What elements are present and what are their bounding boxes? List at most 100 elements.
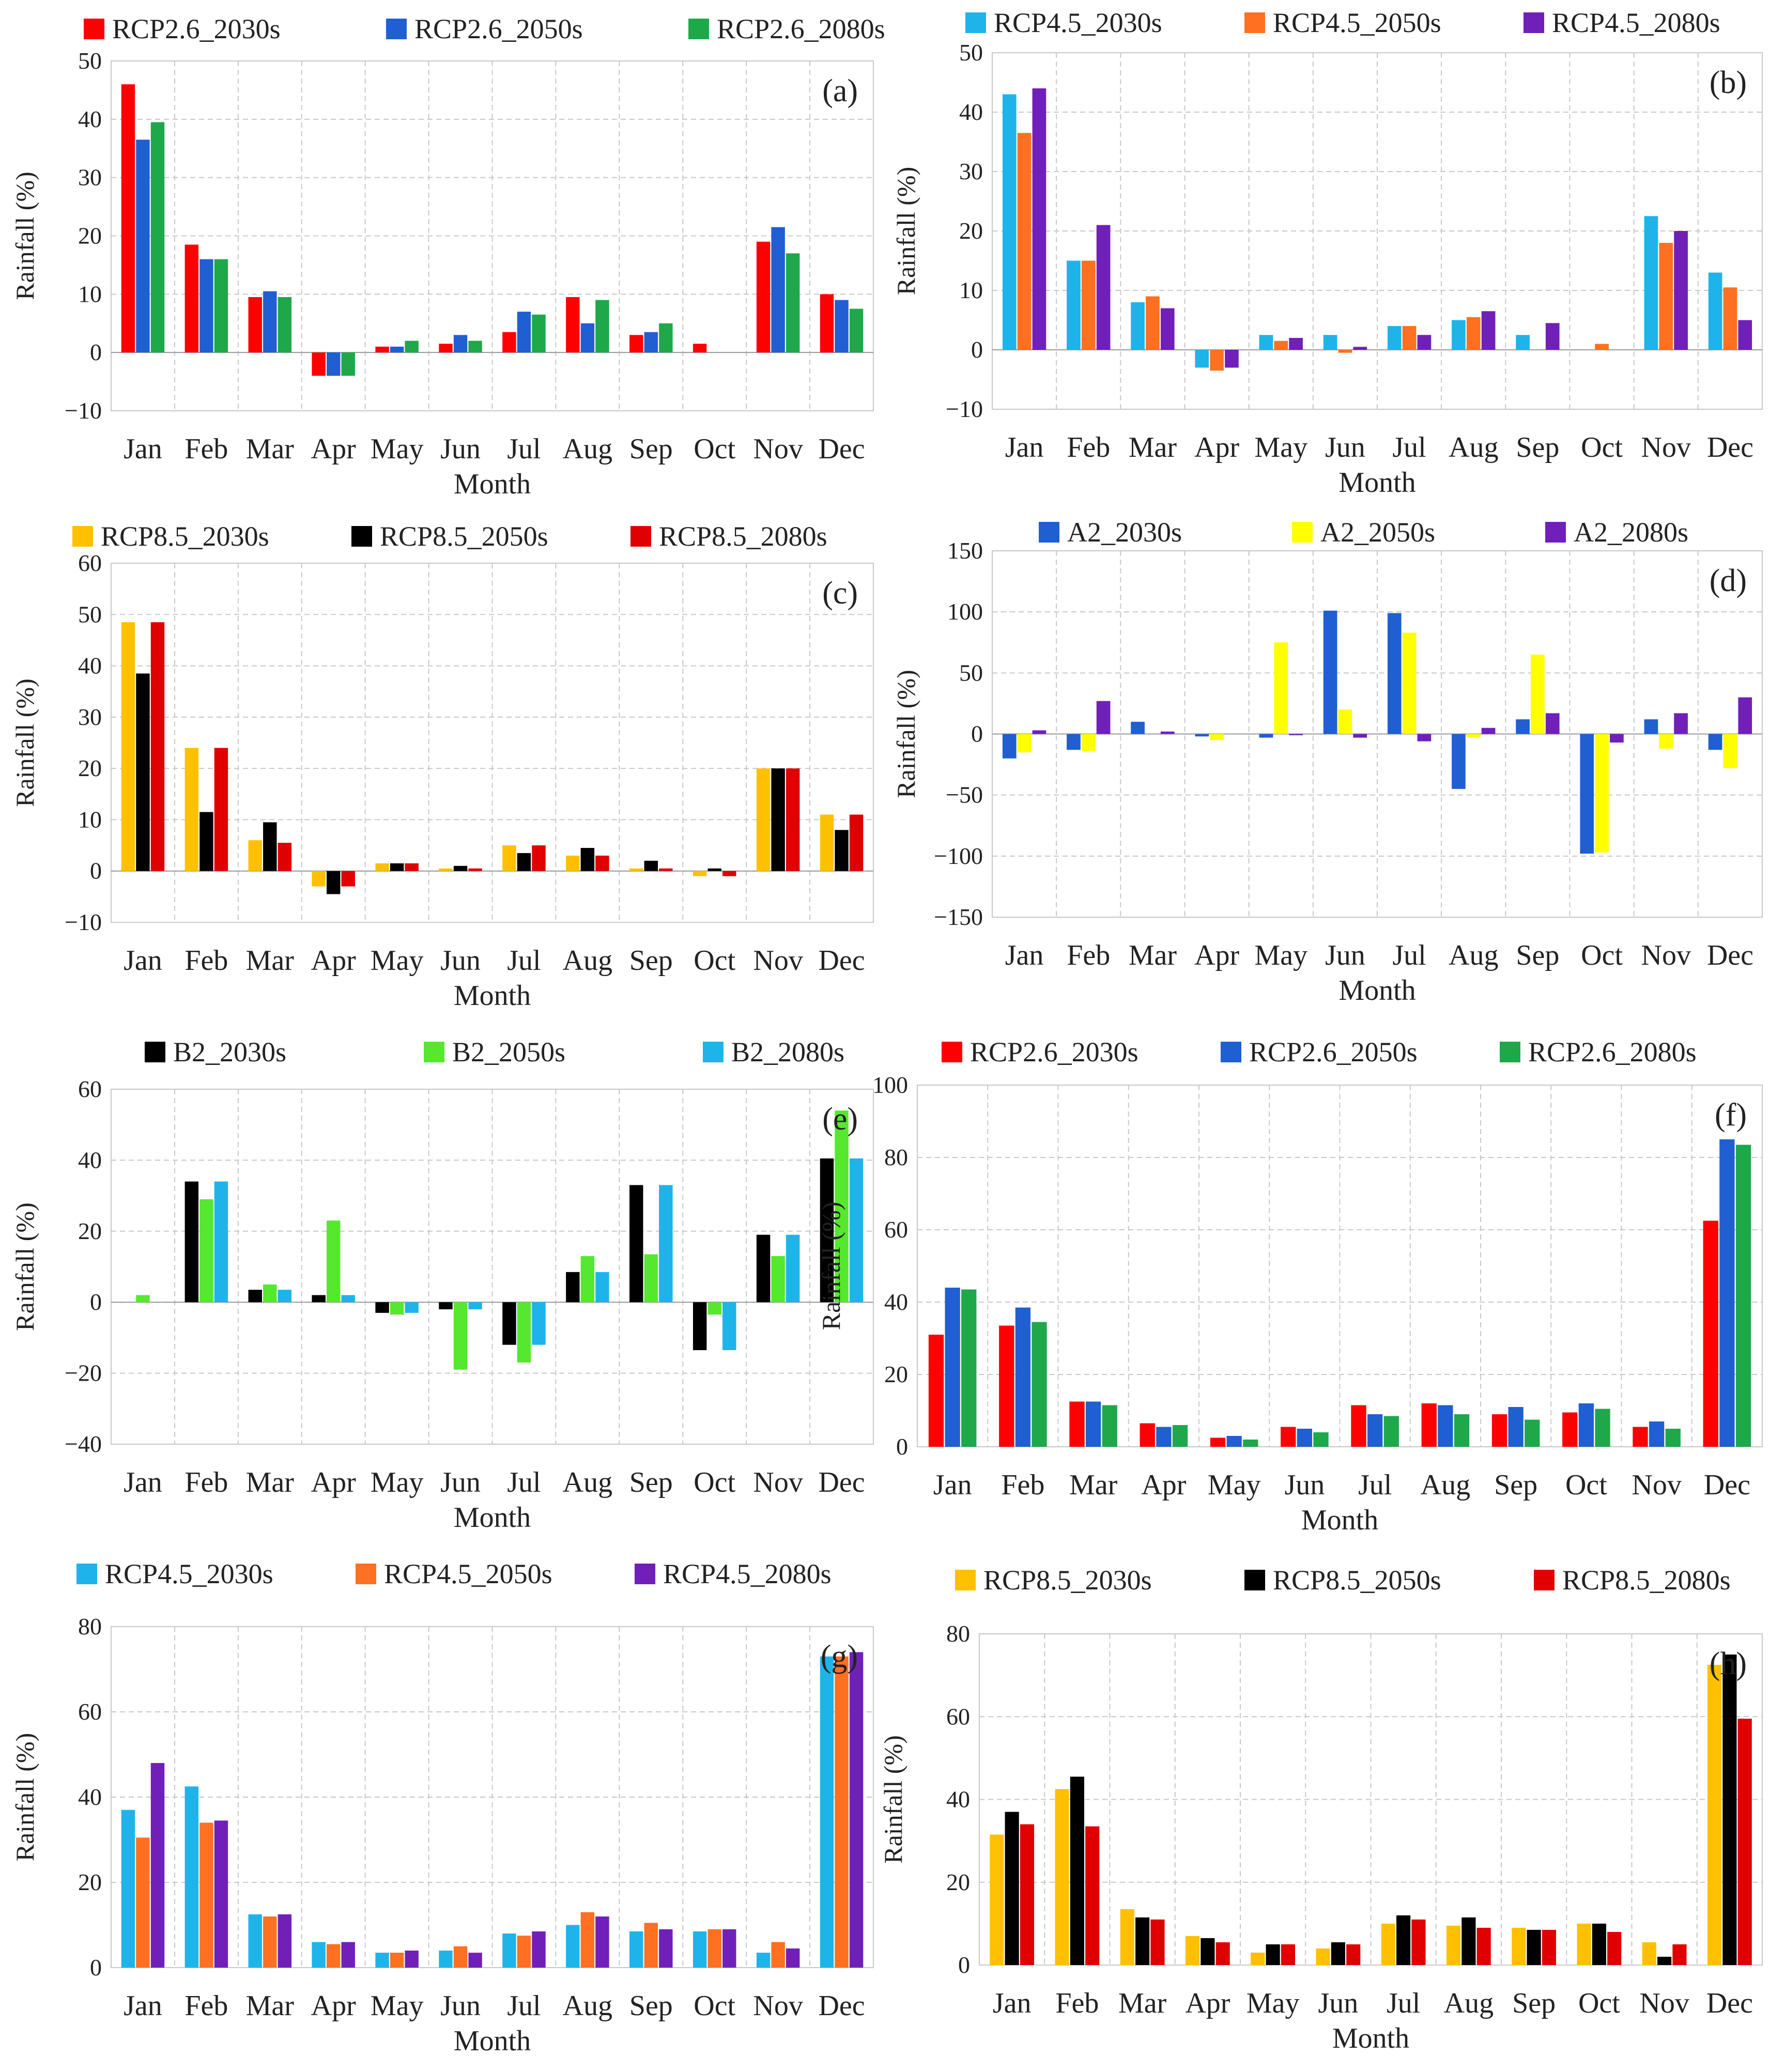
panel-h: 0 20 40 60 80 Jan Feb Mar Apr May Jun Jul Aug Sep Oct N…	[879, 1565, 1763, 2054]
legend-swatch	[1221, 1042, 1241, 1062]
legend-swatch	[703, 1042, 724, 1062]
bar-rcp2-6-2030s-apr	[312, 352, 326, 376]
legend-swatch	[72, 526, 93, 547]
y-tick-label: 40	[78, 653, 102, 679]
y-tick-label: 20	[78, 755, 102, 781]
x-tick-label: Mar	[1069, 1469, 1118, 1501]
legend-swatch	[630, 526, 651, 547]
x-tick-label: Apr	[311, 433, 356, 465]
bar-rcp2-6-2050s-aug	[580, 323, 595, 353]
bar-a2-2030s-oct	[1580, 734, 1594, 854]
x-tick-label: Jun	[440, 433, 481, 465]
bar-rcp8-5-2030s-feb	[1055, 1789, 1069, 1965]
bar-b2-2050s-apr	[326, 1220, 341, 1303]
bar-rcp2-6-2050s-jun	[1297, 1429, 1313, 1447]
bar-a2-2050s-jan	[1017, 734, 1032, 752]
legend-label: A2_2080s	[1574, 517, 1688, 548]
bar-rcp4-5-2030s-apr	[1195, 350, 1209, 368]
bar-rcp8-5-2030s-jan	[990, 1834, 1004, 1965]
bar-rcp2-6-2080s-dec	[849, 308, 864, 353]
legend-swatch	[145, 1042, 165, 1062]
y-tick-label: 50	[959, 659, 983, 686]
x-tick-label: Nov	[1639, 1987, 1689, 2019]
panel-label: (g)	[821, 1639, 858, 1674]
bar-rcp4-5-2030s-nov	[1644, 216, 1658, 350]
x-tick-label: May	[1254, 431, 1307, 463]
y-tick-label: 0	[90, 339, 102, 365]
bar-rcp4-5-2080s-nov	[1674, 231, 1688, 350]
x-tick-label: Jan	[124, 433, 162, 465]
y-tick-label: −10	[65, 397, 102, 424]
bar-rcp8-5-2080s-dec	[1737, 1719, 1752, 1965]
bar-rcp8-5-2080s-apr	[1215, 1942, 1230, 1965]
bar-rcp2-6-2050s-dec	[835, 300, 849, 353]
bar-a2-2030s-may	[1259, 734, 1273, 738]
legend-swatch	[1039, 522, 1059, 543]
bar-rcp4-5-2050s-mar	[263, 1916, 277, 1968]
bar-rcp8-5-2080s-may	[1281, 1944, 1296, 1965]
y-axis-title: Rainfall (%)	[879, 1735, 907, 1864]
bar-rcp8-5-2030s-jun	[439, 868, 453, 871]
legend-swatch	[386, 19, 407, 39]
legend-swatch	[1244, 1570, 1265, 1590]
y-tick-label: 100	[872, 1072, 908, 1098]
y-tick-label: 20	[946, 1869, 970, 1895]
bar-rcp8-5-2030s-oct	[1577, 1923, 1591, 1965]
legend-swatch	[955, 1570, 976, 1590]
bar-rcp4-5-2080s-jan	[150, 1763, 165, 1968]
bar-rcp8-5-2030s-oct	[693, 871, 707, 876]
y-axis-title: Rainfall (%)	[10, 1202, 39, 1331]
bar-a2-2030s-jul	[1387, 613, 1402, 734]
bar-b2-2030s-jul	[502, 1302, 516, 1345]
bar-rcp2-6-2030s-dec	[820, 294, 834, 353]
x-tick-label: May	[1208, 1469, 1261, 1501]
legend-label: A2_2050s	[1320, 517, 1435, 548]
bar-b2-2030s-mar	[248, 1290, 262, 1303]
panel-label: (h)	[1710, 1646, 1747, 1681]
bar-rcp8-5-2030s-mar	[1120, 1909, 1134, 1965]
legend-label: RCP2.6_2030s	[112, 13, 281, 44]
bar-a2-2030s-jan	[1002, 734, 1017, 759]
legend-label: RCP2.6_2080s	[717, 13, 885, 44]
bar-rcp8-5-2050s-jan	[1005, 1812, 1019, 1965]
x-tick-label: Aug	[563, 433, 612, 465]
bar-rcp4-5-2050s-aug	[1466, 317, 1481, 350]
bar-rcp2-6-2080s-jun	[1313, 1432, 1329, 1447]
bar-b2-2080s-dec	[849, 1158, 864, 1303]
bar-rcp4-5-2050s-nov	[1659, 243, 1673, 350]
bar-rcp8-5-2050s-may	[1266, 1944, 1280, 1965]
y-tick-label: 40	[884, 1289, 908, 1315]
bar-a2-2080s-feb	[1096, 701, 1111, 734]
y-axis-title: Rainfall (%)	[10, 1733, 39, 1862]
x-tick-label: May	[1247, 1987, 1300, 2019]
bar-rcp4-5-2050s-mar	[1146, 296, 1160, 350]
y-tick-label: 150	[947, 537, 983, 564]
bar-rcp8-5-2050s-oct	[1592, 1923, 1606, 1965]
bar-a2-2080s-jan	[1032, 730, 1047, 734]
y-tick-label: 60	[78, 1076, 102, 1102]
bar-rcp8-5-2050s-mar	[263, 822, 277, 871]
bar-rcp4-5-2050s-apr	[326, 1944, 341, 1968]
bar-rcp4-5-2080s-nov	[786, 1948, 800, 1968]
bar-rcp8-5-2030s-aug	[566, 855, 580, 871]
bar-b2-2030s-apr	[312, 1295, 326, 1303]
bar-rcp2-6-2030s-jul	[1351, 1405, 1366, 1447]
x-tick-label: Mar	[246, 945, 295, 977]
bar-rcp2-6-2050s-sep	[1508, 1407, 1524, 1447]
bar-rcp8-5-2050s-jan	[136, 673, 150, 871]
bar-a2-2030s-jun	[1323, 610, 1337, 734]
y-tick-label: 20	[78, 1218, 102, 1244]
x-tick-label: Nov	[753, 1990, 803, 2022]
x-tick-label: Dec	[1707, 431, 1753, 463]
y-tick-label: 100	[947, 598, 983, 625]
bar-rcp8-5-2030s-mar	[248, 840, 262, 871]
bar-rcp8-5-2080s-aug	[1476, 1927, 1491, 1965]
bar-rcp2-6-2050s-apr	[1156, 1427, 1172, 1447]
bar-rcp2-6-2080s-sep	[659, 323, 673, 353]
bar-rcp4-5-2030s-mar	[1131, 302, 1145, 350]
bar-rcp2-6-2080s-jan	[961, 1289, 977, 1447]
x-tick-label: Jun	[1318, 1987, 1358, 2019]
bar-rcp2-6-2030s-nov	[756, 241, 771, 353]
x-tick-label: Jun	[440, 1466, 481, 1498]
